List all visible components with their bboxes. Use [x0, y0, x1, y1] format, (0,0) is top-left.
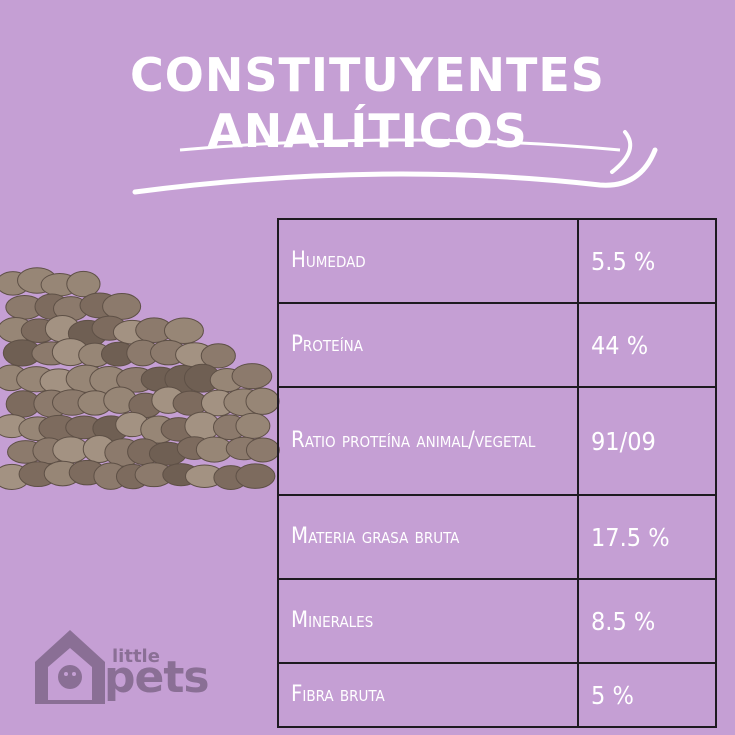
nutrient-name: Ratio proteína animal/vegetal	[277, 386, 579, 496]
nutrient-name: Materia grasa bruta	[277, 494, 579, 580]
table-row: Proteína 44 %	[277, 302, 717, 388]
nutrient-value: 8.5 %	[577, 578, 717, 664]
table-row: Minerales 8.5 %	[277, 578, 717, 664]
little-pets-house-logo	[35, 630, 105, 704]
title-line-1: CONSTITUYENTES	[130, 48, 605, 102]
nutrient-name: Proteína	[277, 302, 579, 388]
nutrition-table: Humedad 5.5 % Proteína 44 % Ratio proteí…	[277, 218, 717, 728]
nutrient-value: 5.5 %	[577, 218, 717, 304]
table-row: Fibra bruta 5 %	[277, 662, 717, 728]
logo-text-little: little	[112, 646, 160, 667]
table-row: Humedad 5.5 %	[277, 218, 717, 304]
nutrient-name: Humedad	[277, 218, 579, 304]
nutrient-value: 91/09	[577, 386, 717, 496]
nutrient-value: 44 %	[577, 302, 717, 388]
nutrient-value: 5 %	[577, 662, 717, 728]
nutrient-name: Fibra bruta	[277, 662, 579, 728]
nutrient-name: Minerales	[277, 578, 579, 664]
table-row: Materia grasa bruta 17.5 %	[277, 494, 717, 580]
title-line-2: ANALÍTICOS	[207, 104, 528, 158]
swoosh-decoration	[132, 130, 658, 195]
nutrient-value: 17.5 %	[577, 494, 717, 580]
logo-text-pets: pets	[104, 652, 210, 703]
table-row: Ratio proteína animal/vegetal 91/09	[277, 386, 717, 496]
kibble-pile-image	[0, 267, 280, 490]
